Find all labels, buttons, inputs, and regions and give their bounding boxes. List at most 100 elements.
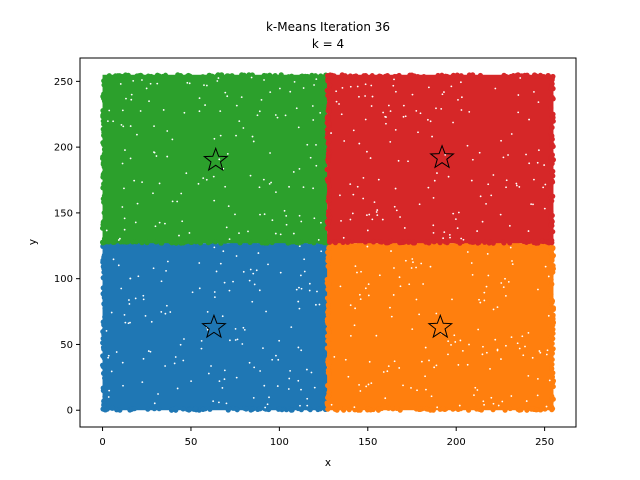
data-point: [180, 406, 186, 412]
point-gap: [368, 360, 371, 363]
point-gap: [432, 231, 435, 234]
point-gap: [476, 230, 479, 232]
point-gap: [466, 251, 469, 253]
point-gap: [407, 160, 409, 163]
point-gap: [157, 393, 159, 395]
point-gap: [489, 368, 491, 370]
data-point: [508, 73, 514, 80]
data-point: [415, 73, 421, 80]
point-gap: [290, 326, 293, 329]
data-point: [148, 73, 154, 80]
point-gap: [154, 225, 157, 228]
data-point: [548, 297, 555, 303]
point-gap: [457, 364, 460, 366]
data-point: [318, 239, 325, 245]
data-point: [390, 406, 396, 412]
point-gap: [306, 143, 309, 146]
data-point: [549, 124, 555, 131]
point-gap: [404, 259, 407, 262]
point-gap: [524, 345, 526, 348]
point-gap: [349, 304, 352, 307]
x-tick-label: 250: [535, 437, 554, 448]
data-point: [285, 74, 292, 80]
point-gap: [477, 328, 480, 331]
data-point: [125, 239, 131, 245]
point-gap: [394, 128, 397, 131]
data-point: [101, 121, 107, 127]
point-gap: [279, 271, 282, 274]
point-gap: [417, 131, 419, 134]
data-point: [259, 240, 265, 246]
point-gap: [121, 162, 124, 165]
point-gap: [150, 320, 153, 323]
point-gap: [269, 91, 272, 94]
point-gap: [454, 218, 457, 220]
data-point: [100, 388, 106, 394]
data-point: [326, 348, 332, 354]
point-gap: [316, 290, 318, 293]
point-gap: [504, 277, 506, 280]
data-point: [225, 73, 231, 79]
point-gap: [149, 82, 152, 85]
data-point: [167, 239, 174, 245]
point-gap: [129, 277, 132, 280]
data-point: [326, 265, 333, 271]
data-point: [174, 239, 181, 245]
data-point: [442, 73, 449, 79]
point-gap: [343, 140, 346, 142]
point-gap: [371, 218, 374, 221]
point-gap: [393, 78, 395, 81]
point-gap: [305, 368, 308, 371]
cluster-1-region: [102, 243, 328, 411]
point-gap: [252, 140, 255, 143]
point-gap: [424, 375, 426, 378]
point-gap: [546, 349, 549, 352]
point-gap: [453, 334, 456, 337]
point-gap: [525, 153, 527, 156]
point-gap: [183, 111, 186, 114]
point-gap: [340, 113, 343, 116]
point-gap: [415, 298, 418, 301]
point-gap: [394, 187, 397, 190]
point-gap: [404, 115, 407, 118]
data-point: [454, 72, 460, 78]
point-gap: [416, 389, 418, 392]
data-point: [528, 406, 535, 412]
point-gap: [496, 348, 499, 351]
point-gap: [212, 400, 215, 403]
point-gap: [258, 289, 261, 292]
point-gap: [424, 346, 427, 349]
point-gap: [234, 339, 237, 341]
point-gap: [310, 371, 313, 374]
data-point: [516, 407, 522, 413]
data-point: [261, 405, 268, 412]
point-gap: [478, 151, 481, 154]
point-gap: [494, 338, 497, 341]
data-point: [101, 252, 107, 258]
point-gap: [141, 181, 143, 184]
point-gap: [510, 133, 513, 135]
point-gap: [362, 197, 365, 200]
point-gap: [315, 144, 317, 146]
data-point: [421, 74, 427, 80]
data-point: [110, 239, 116, 246]
point-gap: [124, 321, 127, 324]
point-gap: [229, 339, 231, 342]
data-point: [326, 108, 332, 114]
point-gap: [547, 314, 550, 317]
data-point: [332, 406, 338, 412]
point-gap: [387, 104, 390, 107]
point-gap: [162, 109, 165, 111]
point-gap: [349, 85, 352, 88]
data-point: [324, 316, 331, 323]
data-point: [325, 302, 331, 308]
data-point: [173, 405, 179, 411]
point-gap: [364, 95, 367, 97]
point-gap: [364, 83, 367, 86]
point-gap: [389, 140, 392, 143]
data-point: [411, 239, 417, 245]
data-point: [145, 406, 151, 412]
data-point: [290, 239, 296, 245]
point-gap: [441, 93, 444, 96]
point-gap: [536, 394, 539, 397]
